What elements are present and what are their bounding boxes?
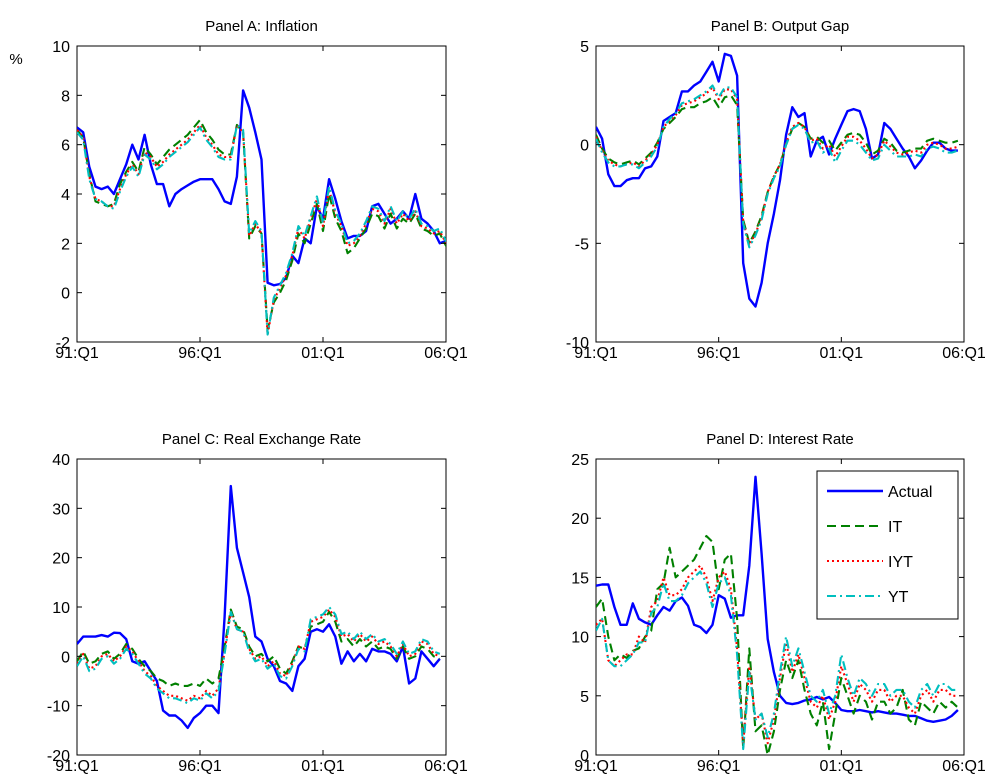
panel-title: Panel D: Interest Rate <box>706 431 854 448</box>
x-tick-label: 01:Q1 <box>820 758 864 775</box>
y-tick-label: -5 <box>575 236 589 253</box>
series-line-yt <box>77 605 441 705</box>
x-tick-label: 96:Q1 <box>178 758 222 775</box>
series-line-it <box>77 608 441 687</box>
series-line-yt <box>596 570 958 751</box>
y-tick-label: 6 <box>61 138 70 155</box>
y-tick-label: 5 <box>580 39 589 56</box>
y-tick-label: -10 <box>566 335 589 352</box>
x-tick-label: 91:Q1 <box>55 758 99 775</box>
y-tick-label: 15 <box>571 570 589 587</box>
x-tick-label: 01:Q1 <box>301 758 345 775</box>
x-tick-label: 91:Q1 <box>574 345 618 362</box>
y-tick-label: 2 <box>61 236 70 253</box>
y-tick-label: -10 <box>47 699 70 716</box>
panel-title: Panel C: Real Exchange Rate <box>162 431 361 448</box>
y-tick-label: 0 <box>61 649 70 666</box>
x-tick-label: 96:Q1 <box>178 345 222 362</box>
series-line-iyt <box>77 608 441 702</box>
series-line-iyt <box>596 564 958 745</box>
x-tick-label: 01:Q1 <box>820 345 864 362</box>
series-line-yt <box>596 84 959 249</box>
panel-title: Panel B: Output Gap <box>711 18 849 35</box>
plot-area <box>76 458 447 756</box>
legend-label-actual: Actual <box>888 484 932 501</box>
y-tick-label: -2 <box>56 335 70 352</box>
y-tick-label: 0 <box>580 138 589 155</box>
series-line-iyt <box>596 86 959 247</box>
legend-label-it: IT <box>888 519 902 536</box>
plot-area <box>595 45 965 343</box>
y-tick-label: 5 <box>580 689 589 706</box>
y-tick-label: 0 <box>580 748 589 765</box>
y-axis-label: % <box>9 51 22 68</box>
panel-1: -2 0 2 4 6 8 10 91:Q1 96:Q1 01:Q1 06:Q1 Panel A: In… <box>9 18 468 362</box>
y-tick-label: 25 <box>571 452 589 469</box>
y-tick-label: 10 <box>52 39 70 56</box>
series-line-actual <box>77 89 446 287</box>
y-tick-label: 20 <box>52 551 70 568</box>
legend-label-yt: YT <box>888 589 909 606</box>
x-tick-label: 06:Q1 <box>424 758 468 775</box>
x-tick-label: 06:Q1 <box>424 345 468 362</box>
x-tick-label: 01:Q1 <box>301 345 345 362</box>
legend: Actual IT IYT YT <box>816 470 959 620</box>
legend-box <box>816 470 959 620</box>
y-tick-label: 4 <box>61 187 70 204</box>
y-tick-label: 20 <box>571 511 589 528</box>
series-line-yt <box>77 123 446 336</box>
panel-title: Panel A: Inflation <box>205 18 318 35</box>
x-tick-label: 96:Q1 <box>697 345 741 362</box>
y-tick-label: 0 <box>61 286 70 303</box>
plot-area <box>76 45 447 343</box>
y-tick-label: 10 <box>52 600 70 617</box>
series-line-actual <box>596 52 958 308</box>
panel-2: -10 -5 0 5 91:Q1 96:Q1 01:Q1 06:Q1 Panel B: Outp… <box>566 18 986 362</box>
y-tick-label: 40 <box>52 452 70 469</box>
panel-4: 0 5 10 15 20 25 91:Q1 96:Q1 01:Q1 06:Q1 Panel D: I… <box>571 431 986 775</box>
x-tick-label: 91:Q1 <box>574 758 618 775</box>
series-line-actual <box>596 475 959 723</box>
y-tick-label: 8 <box>61 88 70 105</box>
x-tick-label: 91:Q1 <box>55 345 99 362</box>
x-tick-label: 96:Q1 <box>697 758 741 775</box>
y-tick-label: -20 <box>47 748 70 765</box>
legend-label-iyt: IYT <box>888 554 913 571</box>
x-tick-label: 06:Q1 <box>942 345 986 362</box>
series-line-it <box>596 534 959 755</box>
panel-3: -20 -10 0 10 20 30 40 91:Q1 96:Q1 01:Q1 06:Q1 Panel… <box>47 431 468 775</box>
x-tick-label: 06:Q1 <box>942 758 986 775</box>
y-tick-label: 10 <box>571 630 589 647</box>
y-tick-label: 30 <box>52 501 70 518</box>
